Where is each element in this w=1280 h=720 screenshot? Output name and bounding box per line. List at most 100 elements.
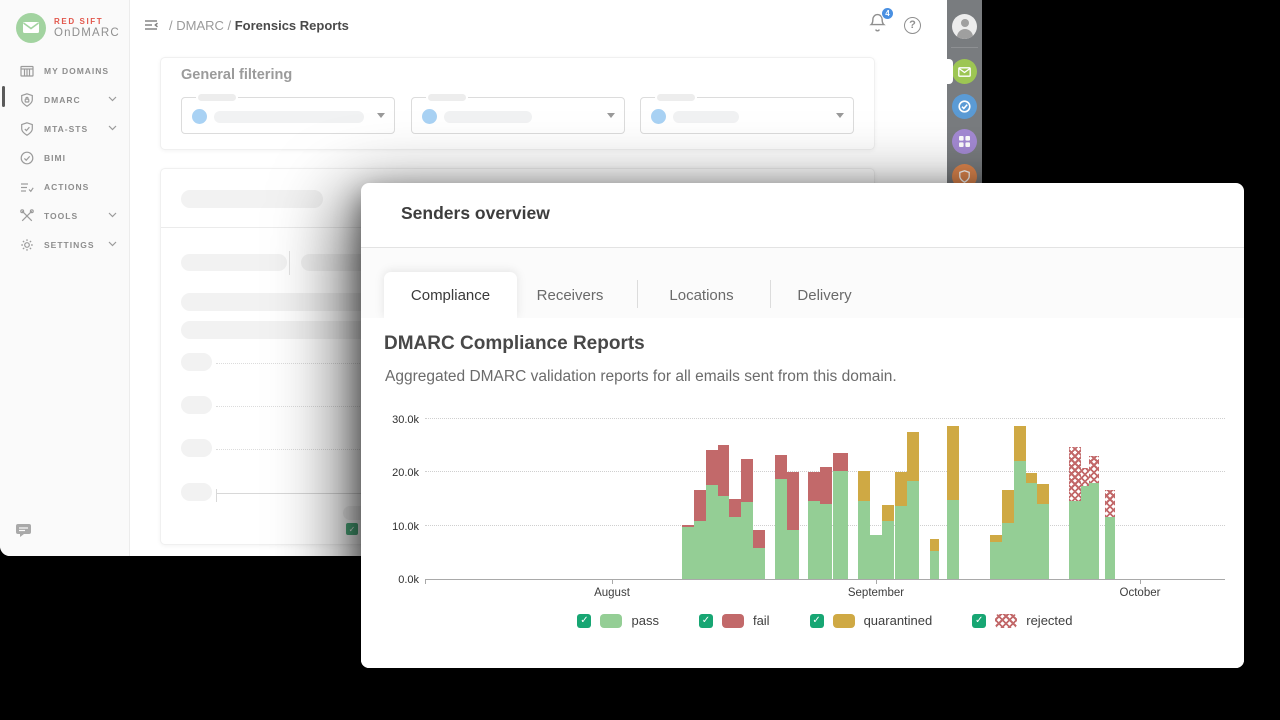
bar-segment-pass <box>947 500 959 579</box>
bar-segment-pass <box>775 478 787 579</box>
legend-checkbox[interactable]: ✓ <box>972 613 987 628</box>
legend-item-pass[interactable]: ✓ pass <box>577 613 659 628</box>
legend-label: fail <box>752 613 770 628</box>
bar <box>787 472 799 579</box>
sidebar-item-label: BIMI <box>44 152 66 163</box>
checkbox-checked[interactable]: ✓ <box>346 523 358 535</box>
sidebar-item-label: SETTINGS <box>44 239 95 250</box>
topbar: / DMARC / Forensics Reports 4 ? <box>130 0 947 50</box>
user-avatar[interactable] <box>952 14 977 39</box>
legend-item-fail[interactable]: ✓ fail <box>698 613 770 628</box>
bar <box>990 534 1002 579</box>
bar <box>741 459 753 579</box>
shield-check-icon <box>21 121 33 136</box>
filter-dropdown-1[interactable] <box>181 92 395 134</box>
bar <box>753 530 765 579</box>
active-item-indicator <box>2 86 5 107</box>
bar-segment-quarantined <box>930 539 939 551</box>
sidebar-item-tools[interactable]: TOOLS <box>0 201 129 230</box>
bar <box>882 504 894 579</box>
bar-segment-fail <box>741 459 753 503</box>
sidebar-item-my-domains[interactable]: MY DOMAINS <box>0 56 129 85</box>
bar-segment-quarantined <box>882 504 894 522</box>
bar <box>907 432 919 579</box>
bar-segment-pass <box>1037 503 1049 579</box>
general-filtering-card: General filtering <box>160 57 875 150</box>
bar <box>1026 473 1037 579</box>
chevron-down-icon <box>108 241 117 247</box>
tab-delivery[interactable]: Delivery <box>797 286 852 304</box>
sidebar-item-mta-sts[interactable]: MTA-STS <box>0 114 129 143</box>
domains-icon <box>20 65 34 77</box>
product-icon-check[interactable] <box>952 94 977 119</box>
bar-segment-quarantined <box>895 472 907 507</box>
bar-segment-pass <box>990 542 1002 579</box>
x-axis-label: September <box>847 587 905 599</box>
sidebar-collapse-icon[interactable] <box>144 18 159 32</box>
bar-segment-fail <box>820 467 832 504</box>
product-icon-ondmarc[interactable] <box>952 59 977 84</box>
chart-title: DMARC Compliance Reports <box>384 333 645 354</box>
chat-icon[interactable] <box>16 524 31 542</box>
tab-receivers[interactable]: Receivers <box>536 286 604 304</box>
tab-compliance[interactable]: Compliance <box>384 272 517 318</box>
filter-dropdown-3[interactable] <box>640 92 854 134</box>
bar-segment-quarantined <box>947 426 959 501</box>
skeleton-label <box>655 92 697 103</box>
skeleton-row-label <box>181 353 212 371</box>
logo[interactable]: RED SIFT OnDMARC <box>0 0 129 43</box>
sidebar-item-settings[interactable]: SETTINGS <box>0 230 129 259</box>
bar <box>729 499 741 579</box>
legend-checkbox[interactable]: ✓ <box>809 613 824 628</box>
tab-locations[interactable]: Locations <box>669 286 734 304</box>
y-axis-label: 30.0k <box>392 414 419 427</box>
skeleton-row-label <box>181 483 212 501</box>
legend-swatch <box>721 613 744 628</box>
bar <box>1037 483 1049 579</box>
bar-segment-pass <box>682 527 694 579</box>
bar-segment-pass <box>718 495 729 579</box>
bar-segment-pass <box>833 471 848 579</box>
bar <box>1081 467 1089 579</box>
compliance-panel: DMARC Compliance Reports Aggregated DMAR… <box>361 318 1244 668</box>
bar-segment-pass <box>907 481 919 579</box>
bar <box>820 467 832 579</box>
bar-segment-pass <box>882 521 894 579</box>
bar-segment-quarantined <box>1037 483 1049 504</box>
sidebar-item-bimi[interactable]: BIMI <box>0 143 129 172</box>
gridline <box>425 418 1225 420</box>
legend-checkbox[interactable]: ✓ <box>698 613 713 628</box>
bar <box>1069 446 1081 579</box>
bar <box>694 490 706 579</box>
bar-segment-pass <box>930 550 939 579</box>
tools-icon <box>20 208 34 221</box>
bar-segment-rejected <box>1105 489 1115 517</box>
legend-item-rejected[interactable]: ✓ rejected <box>972 613 1073 628</box>
sidebar-item-dmarc[interactable]: DMARC <box>0 85 129 114</box>
ondmarc-logo-icon <box>16 13 46 43</box>
legend-checkbox[interactable]: ✓ <box>577 613 592 628</box>
bimi-icon <box>20 151 34 164</box>
bar-segment-fail <box>706 449 718 485</box>
skeleton-row-label <box>181 439 212 457</box>
product-icon-grid[interactable] <box>952 129 977 154</box>
skeleton-row-label <box>181 396 212 414</box>
legend-item-quarantined[interactable]: ✓ quarantined <box>809 613 932 628</box>
sidebar: RED SIFT OnDMARC MY DOMAINS DMARC MTA-S <box>0 0 130 556</box>
sidebar-item-actions[interactable]: ACTIONS <box>0 172 129 201</box>
help-icon[interactable]: ? <box>904 16 921 34</box>
divider <box>637 280 638 308</box>
divider <box>289 251 290 275</box>
skeleton-title <box>181 190 323 208</box>
breadcrumb-current[interactable]: Forensics Reports <box>234 17 349 33</box>
active-product-indicator <box>945 59 953 84</box>
bar-segment-fail <box>729 499 741 518</box>
modal-header: Senders overview <box>361 183 1244 248</box>
chevron-down-icon <box>377 113 385 118</box>
bar <box>930 539 939 579</box>
filter-dropdown-2[interactable] <box>411 92 625 134</box>
notifications-bell-icon[interactable]: 4 <box>868 7 894 38</box>
skeleton-avatar-dot <box>651 109 666 124</box>
y-axis-label: 10.0k <box>392 520 419 533</box>
